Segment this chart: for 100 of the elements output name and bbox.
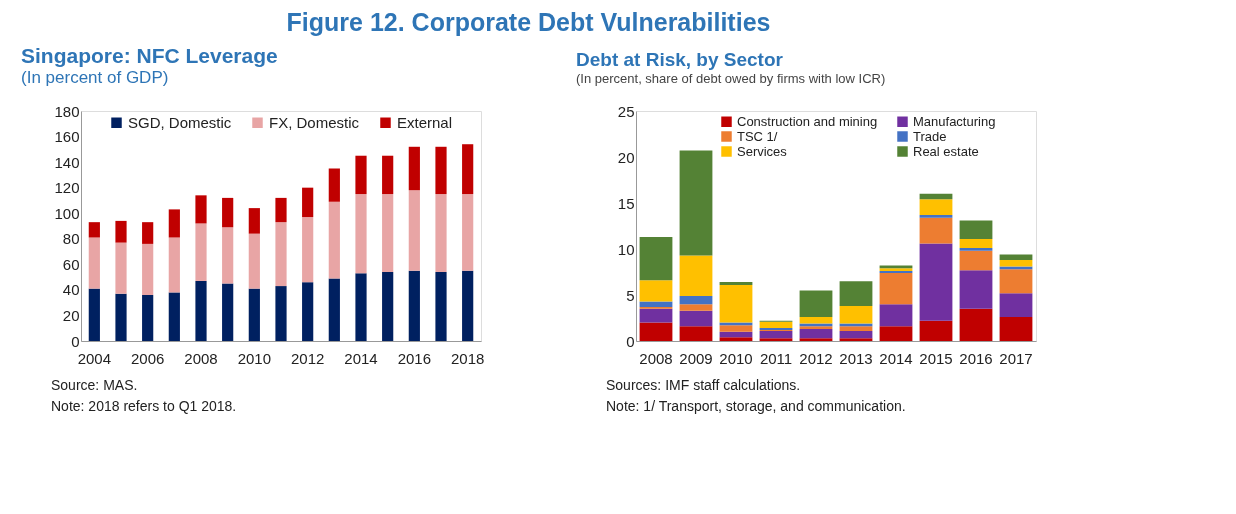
x-tick-label: 2011 xyxy=(759,349,793,367)
bar xyxy=(759,338,793,341)
text: Note: 2018 refers to Q1 2018. xyxy=(51,398,237,414)
y-tick-label: 0 xyxy=(71,332,80,350)
chart-subtitle: (In percent of GDP) xyxy=(21,68,169,87)
bar xyxy=(328,168,340,202)
x-tick-label: 2006 xyxy=(130,349,165,367)
y-tick-label: 10 xyxy=(617,240,635,258)
bar xyxy=(959,308,993,341)
bar xyxy=(839,330,873,339)
bar xyxy=(195,280,207,341)
x-tick-label: 2009 xyxy=(679,349,713,367)
x-tick-label: 2015 xyxy=(919,349,953,367)
x-tick-label: 2010 xyxy=(719,349,753,367)
chart-title: Singapore: NFC Leverage xyxy=(21,44,278,67)
bar xyxy=(248,233,260,289)
bar xyxy=(382,155,394,195)
legend-label: Construction and mining xyxy=(737,113,878,129)
bar xyxy=(435,146,447,195)
x-tick-label: 2017 xyxy=(999,349,1033,367)
bar xyxy=(639,308,673,323)
x-tick-label: 2008 xyxy=(639,349,673,367)
bar xyxy=(462,270,474,341)
bar xyxy=(248,208,260,234)
bar xyxy=(115,242,127,294)
bar xyxy=(275,197,287,223)
bar xyxy=(195,223,207,281)
bar xyxy=(435,194,447,272)
y-tick-label: 0 xyxy=(626,332,635,350)
bar xyxy=(435,272,447,341)
bar xyxy=(839,338,873,341)
y-tick-label: 180 xyxy=(54,102,80,120)
bar xyxy=(88,222,100,238)
bar xyxy=(719,325,753,332)
bar xyxy=(275,222,287,287)
y-tick-label: 120 xyxy=(54,179,80,197)
bar xyxy=(88,288,100,341)
bar xyxy=(408,270,420,341)
bar xyxy=(879,304,913,327)
bar xyxy=(679,326,713,341)
bar xyxy=(959,250,993,271)
bar xyxy=(408,190,420,271)
bar xyxy=(919,217,953,244)
legend-label: Services xyxy=(737,143,788,159)
legend-label: Manufacturing xyxy=(913,113,996,129)
x-tick-label: 2010 xyxy=(237,349,272,367)
y-tick-label: 140 xyxy=(54,153,80,171)
y-tick-label: 60 xyxy=(62,255,80,273)
y-tick-label: 20 xyxy=(62,306,80,324)
bar xyxy=(919,243,953,321)
source-note: Sources: IMF staff calculations. xyxy=(606,377,801,393)
x-tick-label: 2012 xyxy=(799,349,833,367)
bar xyxy=(222,197,234,228)
y-tick-label: 80 xyxy=(62,230,80,248)
bar xyxy=(719,337,753,341)
x-tick-label: 2014 xyxy=(344,349,378,367)
bar xyxy=(382,272,394,341)
x-tick-label: 2008 xyxy=(184,349,218,367)
bar xyxy=(639,280,673,302)
bar xyxy=(999,293,1033,318)
bar xyxy=(88,237,100,289)
bar xyxy=(799,290,833,318)
y-tick-label: 100 xyxy=(54,204,80,222)
bar xyxy=(839,306,873,324)
bar xyxy=(639,237,673,281)
bar xyxy=(839,281,873,307)
bar xyxy=(679,310,713,327)
bar xyxy=(919,199,953,215)
bar xyxy=(222,283,234,341)
bar xyxy=(959,220,993,239)
bar xyxy=(355,273,367,341)
bar xyxy=(679,150,713,256)
bar xyxy=(142,243,154,295)
bar xyxy=(919,320,953,341)
source-note: Source: MAS. xyxy=(51,377,138,393)
bar xyxy=(959,270,993,309)
bar xyxy=(999,260,1033,267)
bar xyxy=(382,194,394,272)
bar xyxy=(302,217,314,283)
bar xyxy=(679,255,713,296)
bar xyxy=(168,292,180,341)
bar xyxy=(462,144,474,195)
text: Note: 1/ Transport, storage, and communication. xyxy=(606,398,906,414)
bar xyxy=(959,238,993,249)
x-tick-label: 2018 xyxy=(450,349,485,367)
bar xyxy=(759,330,793,339)
legend-label: External xyxy=(397,113,453,131)
bar xyxy=(639,301,673,307)
bar xyxy=(999,317,1033,341)
bar xyxy=(168,237,180,293)
bar xyxy=(999,269,1033,294)
bar xyxy=(302,187,314,218)
bar xyxy=(328,201,340,279)
bar xyxy=(115,220,127,243)
y-tick-label: 40 xyxy=(62,281,80,299)
bar xyxy=(328,278,340,341)
x-tick-label: 2016 xyxy=(959,349,993,367)
bar xyxy=(248,288,260,341)
bar xyxy=(719,282,753,285)
bar xyxy=(879,272,913,305)
